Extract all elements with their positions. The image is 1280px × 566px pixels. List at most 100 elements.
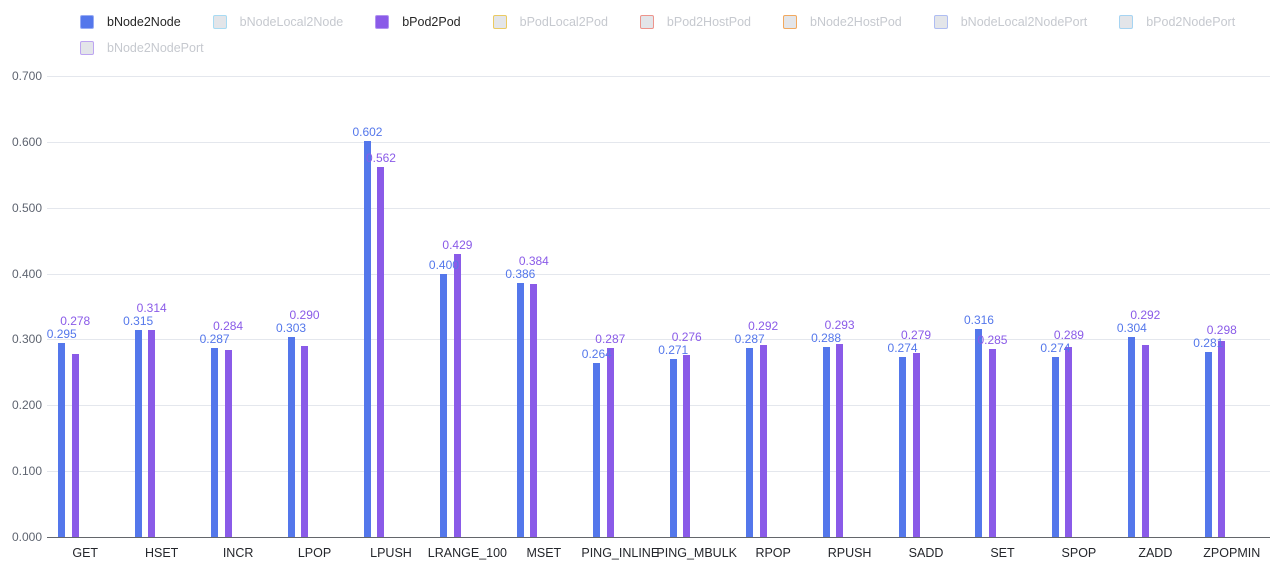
legend-swatch-icon — [375, 15, 390, 29]
y-axis-tick-label: 0.500 — [11, 200, 42, 215]
y-gridline — [47, 76, 1270, 77]
y-gridline — [47, 405, 1270, 407]
bar-bNode2Node-GET[interactable] — [58, 342, 66, 537]
bar-value-label: 0.314 — [136, 300, 167, 315]
legend-item-label: bNodeLocal2Node — [239, 15, 344, 29]
legend-item-bPodLocal2Pod[interactable]: bPodLocal2Pod — [492, 15, 608, 29]
legend-swatch-icon — [639, 15, 654, 29]
legend-swatch-icon — [80, 15, 94, 29]
legend-item-bPod2Pod[interactable]: bPod2Pod — [375, 15, 461, 29]
bar-bPod2Pod-INCR[interactable] — [224, 349, 232, 537]
bar-value-label: 0.285 — [977, 333, 1008, 348]
legend-item-label: bPod2HostPod — [666, 15, 751, 29]
x-axis-category-label: LPOP — [297, 546, 332, 560]
bar-bNode2Node-HSET[interactable] — [134, 329, 142, 537]
bar-bPod2Pod-RPUSH[interactable] — [836, 344, 844, 537]
bar-value-label: 0.281 — [1193, 335, 1224, 350]
legend-swatch-icon — [80, 41, 94, 55]
x-axis-category-label: SET — [990, 546, 1015, 560]
legend-swatch-icon — [933, 15, 948, 29]
legend-item-label: bPod2Pod — [402, 15, 461, 29]
x-axis-category-label: ZADD — [1138, 546, 1173, 560]
bar-bPod2Pod-ZPOPMIN[interactable] — [1218, 340, 1226, 537]
bar-bNode2Node-ZADD[interactable] — [1128, 336, 1136, 537]
bar-value-label: 0.298 — [1206, 322, 1237, 337]
y-gridline — [47, 141, 1270, 143]
bar-value-label: 0.295 — [46, 326, 77, 341]
bar-value-label: 0.271 — [658, 342, 689, 357]
legend-item-bNode2Node[interactable]: bNode2Node — [80, 15, 181, 29]
x-axis-category-label: GET — [72, 546, 99, 560]
bar-bNode2Node-PING_MBULK[interactable] — [669, 358, 677, 537]
bar-value-label: 0.292 — [1130, 307, 1161, 322]
x-axis-category-label: PING_MBULK — [656, 546, 738, 560]
bar-value-label: 0.264 — [581, 347, 612, 362]
legend-item-bNodeLocal2NodePort[interactable]: bNodeLocal2NodePort — [933, 15, 1088, 29]
bar-bPod2Pod-HSET[interactable] — [148, 330, 156, 537]
bar-bPod2Pod-ZADD[interactable] — [1141, 344, 1149, 537]
bar-value-label: 0.400 — [428, 257, 459, 272]
bar-value-label: 0.284 — [213, 318, 244, 333]
bar-bPod2Pod-SPOP[interactable] — [1065, 346, 1073, 537]
legend-item-bNode2NodePort[interactable]: bNode2NodePort — [80, 41, 204, 55]
legend-item-bPod2HostPod[interactable]: bPod2HostPod — [639, 15, 751, 29]
y-gridline — [47, 207, 1270, 209]
legend-swatch-icon — [212, 15, 227, 29]
bar-bPod2Pod-MSET[interactable] — [530, 284, 538, 537]
bar-value-label: 0.315 — [123, 313, 154, 328]
bar-bPod2Pod-SET[interactable] — [988, 349, 996, 537]
x-axis-category-label: PING_INLINE — [581, 546, 660, 560]
bar-bNode2Node-SADD[interactable] — [899, 356, 907, 537]
bar-bPod2Pod-PING_MBULK[interactable] — [683, 355, 691, 537]
bar-bNode2Node-PING_INLINE[interactable] — [593, 363, 601, 537]
bar-value-label: 0.287 — [199, 331, 230, 346]
x-axis-category-label: ZPOPMIN — [1203, 546, 1261, 560]
bar-bPod2Pod-LPOP[interactable] — [301, 346, 309, 537]
legend-item-bNode2HostPod[interactable]: bNode2HostPod — [783, 15, 902, 29]
bar-value-label: 0.274 — [1040, 340, 1071, 355]
bar-value-label: 0.276 — [671, 329, 702, 344]
legend-item-label: bNodeLocal2NodePort — [960, 15, 1088, 29]
x-axis-line — [47, 537, 1270, 538]
bar-bNode2Node-ZPOPMIN[interactable] — [1204, 351, 1212, 537]
bar-bPod2Pod-LRANGE_100[interactable] — [453, 254, 461, 537]
bar-value-label: 0.304 — [1116, 320, 1147, 335]
x-axis-category-label: RPUSH — [827, 546, 872, 560]
bar-bNode2Node-SET[interactable] — [975, 328, 983, 537]
bar-value-label: 0.316 — [963, 312, 994, 327]
y-gridline — [47, 273, 1270, 275]
legend-item-label: bNode2NodePort — [107, 41, 204, 55]
bar-bNode2Node-SPOP[interactable] — [1051, 356, 1059, 537]
y-axis-tick-label: 0.100 — [11, 464, 42, 479]
bar-bNode2Node-LPUSH[interactable] — [363, 140, 371, 537]
y-gridline — [47, 339, 1270, 341]
y-axis-tick-label: 0.700 — [11, 69, 42, 83]
x-axis-category-label: LPUSH — [370, 546, 412, 560]
y-axis-tick-label: 0.000 — [11, 530, 42, 544]
bar-bNode2Node-LPOP[interactable] — [287, 337, 295, 537]
bar-bPod2Pod-SADD[interactable] — [912, 353, 920, 537]
x-axis-category-label: MSET — [526, 546, 562, 560]
bar-bNode2Node-LRANGE_100[interactable] — [440, 273, 448, 537]
bar-bNode2Node-RPUSH[interactable] — [822, 347, 830, 537]
legend-swatch-icon — [1119, 15, 1134, 29]
y-axis-tick-label: 0.400 — [11, 266, 42, 281]
legend-swatch-icon — [492, 15, 507, 29]
bar-bNode2Node-RPOP[interactable] — [746, 347, 754, 537]
legend-item-bPod2NodePort[interactable]: bPod2NodePort — [1119, 15, 1235, 29]
y-axis-tick-label: 0.600 — [11, 134, 42, 149]
legend-item-label: bNode2Node — [107, 15, 181, 29]
bar-bPod2Pod-RPOP[interactable] — [759, 344, 767, 537]
legend-item-label: bNode2HostPod — [810, 15, 902, 29]
bar-value-label: 0.287 — [595, 331, 626, 346]
bar-bPod2Pod-LPUSH[interactable] — [377, 166, 385, 537]
bar-bPod2Pod-PING_INLINE[interactable] — [606, 347, 614, 537]
bar-bNode2Node-INCR[interactable] — [211, 347, 219, 537]
bar-bNode2Node-MSET[interactable] — [516, 282, 524, 537]
legend-item-bNodeLocal2Node[interactable]: bNodeLocal2Node — [212, 15, 344, 29]
bar-bPod2Pod-GET[interactable] — [71, 353, 79, 537]
x-axis-category-label: HSET — [144, 546, 179, 560]
bar-value-label: 0.278 — [60, 313, 91, 328]
